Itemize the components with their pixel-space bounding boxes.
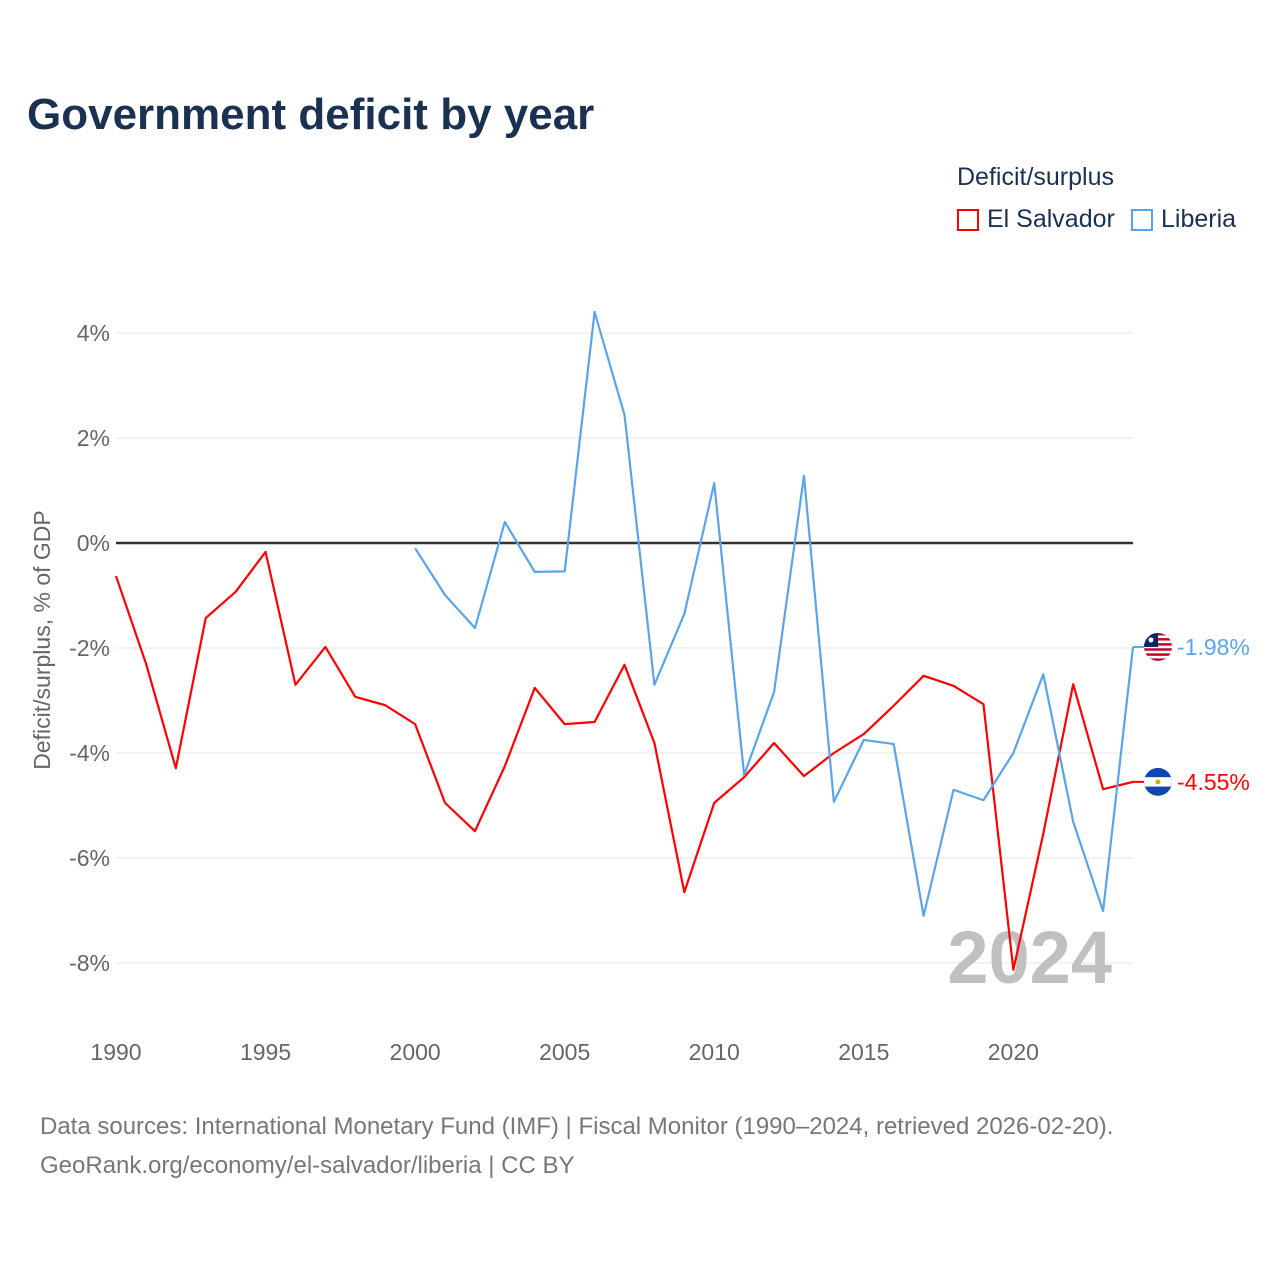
legend-swatch bbox=[957, 208, 979, 231]
footer: Data sources: International Monetary Fun… bbox=[40, 1107, 1113, 1185]
series-line-el-salvador bbox=[114, 550, 1134, 971]
end-value-label: -4.55% bbox=[1177, 769, 1250, 795]
end-value-label: -1.98% bbox=[1177, 634, 1250, 660]
legend-title: Deficit/surplus bbox=[957, 163, 1114, 191]
y-tick-label: 2% bbox=[77, 425, 110, 451]
el-salvador-flag-icon bbox=[1144, 767, 1172, 796]
license-text: GeoRank.org/economy/el-salvador/liberia … bbox=[40, 1152, 575, 1179]
x-tick-label: 2005 bbox=[539, 1039, 590, 1065]
y-tick-label: -8% bbox=[69, 950, 110, 976]
x-tick-label: 2015 bbox=[838, 1039, 889, 1065]
legend-label: El Salvador bbox=[987, 205, 1115, 233]
y-tick-label: -6% bbox=[69, 845, 110, 871]
liberia-flag-icon bbox=[1144, 632, 1172, 661]
x-tick-label: 2020 bbox=[988, 1039, 1039, 1065]
x-tick-label: 1990 bbox=[90, 1039, 141, 1065]
series-line-liberia bbox=[414, 310, 1135, 917]
x-tick-label: 1995 bbox=[240, 1039, 291, 1065]
y-tick-label: -4% bbox=[69, 740, 110, 766]
y-tick-label: 0% bbox=[77, 530, 110, 556]
legend-item-el-salvador[interactable]: El Salvador bbox=[957, 205, 1115, 234]
year-watermark: 2024 bbox=[947, 916, 1112, 999]
y-axis-label: Deficit/surplus, % of GDP bbox=[29, 510, 55, 769]
legend-swatch bbox=[1131, 208, 1153, 231]
source-text: Data sources: International Monetary Fun… bbox=[40, 1113, 1114, 1140]
y-tick-label: -2% bbox=[69, 635, 110, 661]
legend-label: Liberia bbox=[1161, 205, 1237, 233]
chart-title: Government deficit by year bbox=[27, 90, 595, 139]
y-tick-label: 4% bbox=[77, 320, 110, 346]
legend-item-liberia[interactable]: Liberia bbox=[1131, 205, 1236, 234]
x-tick-label: 2010 bbox=[689, 1039, 740, 1065]
x-tick-label: 2000 bbox=[390, 1039, 441, 1065]
